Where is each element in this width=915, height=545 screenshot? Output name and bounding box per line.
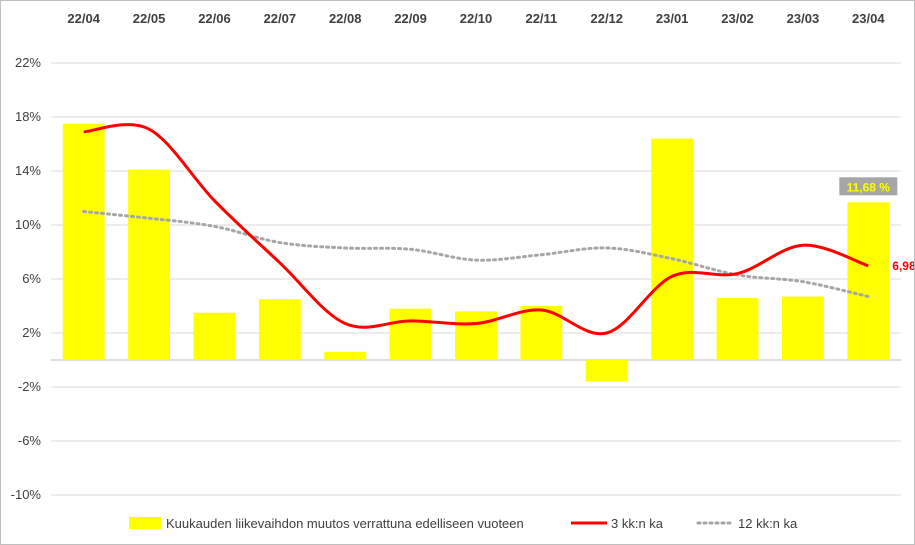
x-tick-label: 22/05: [133, 11, 166, 26]
y-tick-label: 2%: [22, 325, 41, 340]
bar: [716, 297, 759, 360]
line-data-label: 6,98 %: [892, 259, 914, 273]
bar: [847, 202, 890, 360]
line-3kk: [83, 123, 869, 336]
x-tick-label: 23/02: [721, 11, 754, 26]
y-tick-label: 22%: [15, 55, 41, 70]
bar: [782, 296, 824, 360]
y-tick-label: 10%: [15, 217, 41, 232]
bar: [585, 360, 628, 382]
x-tick-label: 23/01: [656, 11, 689, 26]
y-tick-label: 6%: [22, 271, 41, 286]
x-axis-ticks: 22/04 22/05 22/06 22/07 22/08 22/09 22/10 22/11…: [67, 11, 885, 26]
y-tick-label: 18%: [15, 109, 41, 124]
x-tick-label: 22/07: [264, 11, 297, 26]
x-tick-label: 22/06: [198, 11, 231, 26]
bar: [62, 123, 105, 360]
x-tick-label: 22/11: [525, 11, 557, 26]
y-tick-label: 14%: [15, 163, 41, 178]
y-tick-label: -2%: [18, 379, 42, 394]
y-tick-label: -6%: [18, 433, 42, 448]
bar: [128, 169, 170, 360]
x-tick-label: 22/04: [67, 11, 100, 26]
line-12kk: [82, 210, 870, 299]
x-tick-label: 22/08: [329, 11, 362, 26]
bars: [62, 123, 890, 382]
y-axis-ticks: 22% 18% 14% 10% 6% 2% -2% -6% -10%: [11, 55, 42, 502]
legend-label-12kk: 12 kk:n ka: [738, 516, 798, 531]
x-tick-label: 22/12: [590, 11, 623, 26]
legend: Kuukauden liikevaihdon muutos verrattuna…: [129, 516, 798, 531]
bar: [651, 138, 694, 360]
x-tick-label: 22/09: [394, 11, 427, 26]
bar: [324, 351, 367, 360]
y-tick-label: -10%: [11, 487, 42, 502]
bar: [258, 299, 301, 360]
bar: [193, 312, 236, 360]
x-tick-label: 23/03: [787, 11, 820, 26]
line-3kk-path: [83, 123, 869, 336]
legend-swatch-bar: [129, 517, 161, 529]
bar-label-box: [839, 177, 898, 196]
bar-data-label: 11,68 %: [847, 180, 891, 194]
bar: [389, 308, 432, 360]
legend-label-bar: Kuukauden liikevaihdon muutos verrattuna…: [166, 516, 524, 531]
legend-label-3kk: 3 kk:n ka: [611, 516, 664, 531]
x-tick-label: 23/04: [852, 11, 885, 26]
line-12kk-path: [82, 210, 870, 299]
bar: [455, 311, 497, 360]
data-labels: 11,68 % 6,98 %: [839, 177, 914, 273]
x-tick-label: 22/10: [460, 11, 493, 26]
